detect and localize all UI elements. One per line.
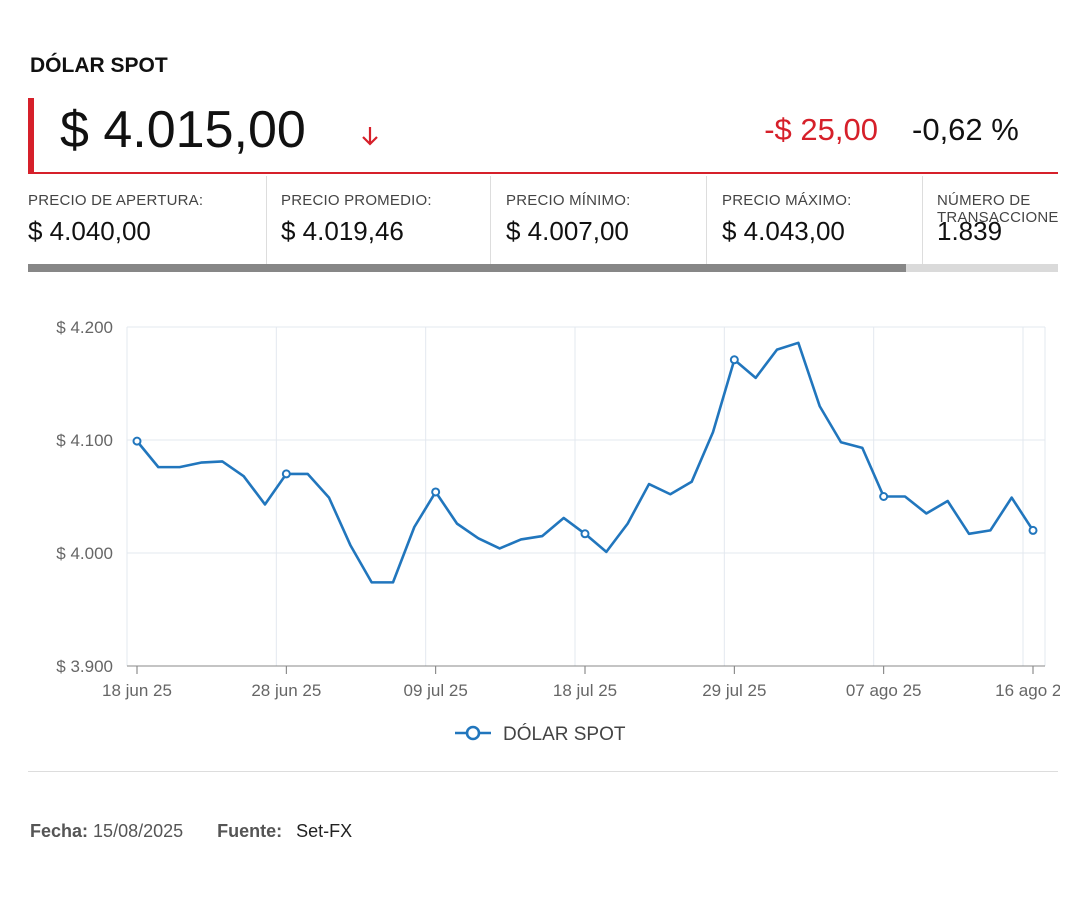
x-tick-label: 07 ago 25 bbox=[846, 681, 922, 700]
y-tick-label: $ 3.900 bbox=[56, 657, 113, 676]
stat-label: PRECIO MÍNIMO: bbox=[506, 192, 631, 209]
y-tick-label: $ 4.000 bbox=[56, 544, 113, 563]
stat-label: NÚMERO DE TRANSACCIONES bbox=[937, 192, 1058, 226]
point bbox=[729, 355, 739, 365]
stat: PRECIO MÍNIMO: $ 4.007,00 bbox=[490, 176, 706, 264]
x-tick-label: 28 jun 25 bbox=[251, 681, 321, 700]
accent-line bbox=[28, 172, 1058, 174]
price: $ 4.015,00 bbox=[60, 101, 306, 159]
x-tick-label: 18 jun 25 bbox=[102, 681, 172, 700]
point bbox=[281, 469, 291, 479]
title: DÓLAR SPOT bbox=[30, 54, 168, 77]
scroll-track bbox=[906, 264, 1058, 272]
point bbox=[1028, 525, 1038, 535]
stat: PRECIO MÁXIMO: $ 4.043,00 bbox=[706, 176, 922, 264]
x-tick-label: 29 jul 25 bbox=[702, 681, 766, 700]
stat-label: PRECIO PROMEDIO: bbox=[281, 192, 432, 209]
series-line bbox=[135, 341, 1035, 584]
stat-value: $ 4.040,00 bbox=[28, 216, 151, 246]
stat-value: $ 4.043,00 bbox=[722, 216, 845, 246]
y-tick-label: $ 4.200 bbox=[56, 318, 113, 337]
stat-value: $ 4.019,46 bbox=[281, 216, 404, 246]
x-tick-label: 18 jul 25 bbox=[553, 681, 617, 700]
stat: PRECIO DE APERTURA: $ 4.040,00 bbox=[28, 176, 266, 264]
down-arrow bbox=[362, 127, 378, 146]
y-tick-label: $ 4.100 bbox=[56, 431, 113, 450]
date: 15/08/2025 bbox=[93, 821, 184, 841]
divider bbox=[28, 771, 1058, 772]
source-label: Fuente: bbox=[217, 821, 283, 841]
stat-value: 1.839 bbox=[937, 216, 1003, 246]
stat: PRECIO PROMEDIO: $ 4.019,46 bbox=[266, 176, 490, 264]
accent-bar bbox=[28, 98, 34, 174]
point bbox=[431, 487, 441, 497]
date-label: Fecha: bbox=[30, 821, 89, 841]
legend-marker bbox=[465, 725, 481, 741]
x-tick-label: 16 ago 25 bbox=[995, 681, 1060, 700]
point bbox=[879, 492, 889, 501]
stat-label: PRECIO MÁXIMO: bbox=[722, 192, 852, 209]
point bbox=[132, 436, 142, 446]
x-tick-label: 09 jul 25 bbox=[404, 681, 468, 700]
legend-label: DÓLAR SPOT bbox=[503, 723, 626, 745]
chart: $ 3.900 $ 4.000 $ 4.100 $ 4.200 18 jun 25 28 … bbox=[56, 318, 1060, 745]
source: Set-FX bbox=[296, 821, 353, 841]
change-pct: -0,62 % bbox=[912, 112, 1019, 147]
stat: NÚMERO DE TRANSACCIONES 1.839 bbox=[922, 176, 1058, 264]
change: -$ 25,00 bbox=[764, 112, 878, 147]
stat-value: $ 4.007,00 bbox=[506, 216, 629, 246]
point bbox=[580, 529, 590, 539]
scroll-thumb bbox=[28, 264, 906, 272]
footer: Fecha: 15/08/2025 Fuente: Set-FX bbox=[30, 821, 352, 842]
stat-label: PRECIO DE APERTURA: bbox=[28, 192, 204, 209]
